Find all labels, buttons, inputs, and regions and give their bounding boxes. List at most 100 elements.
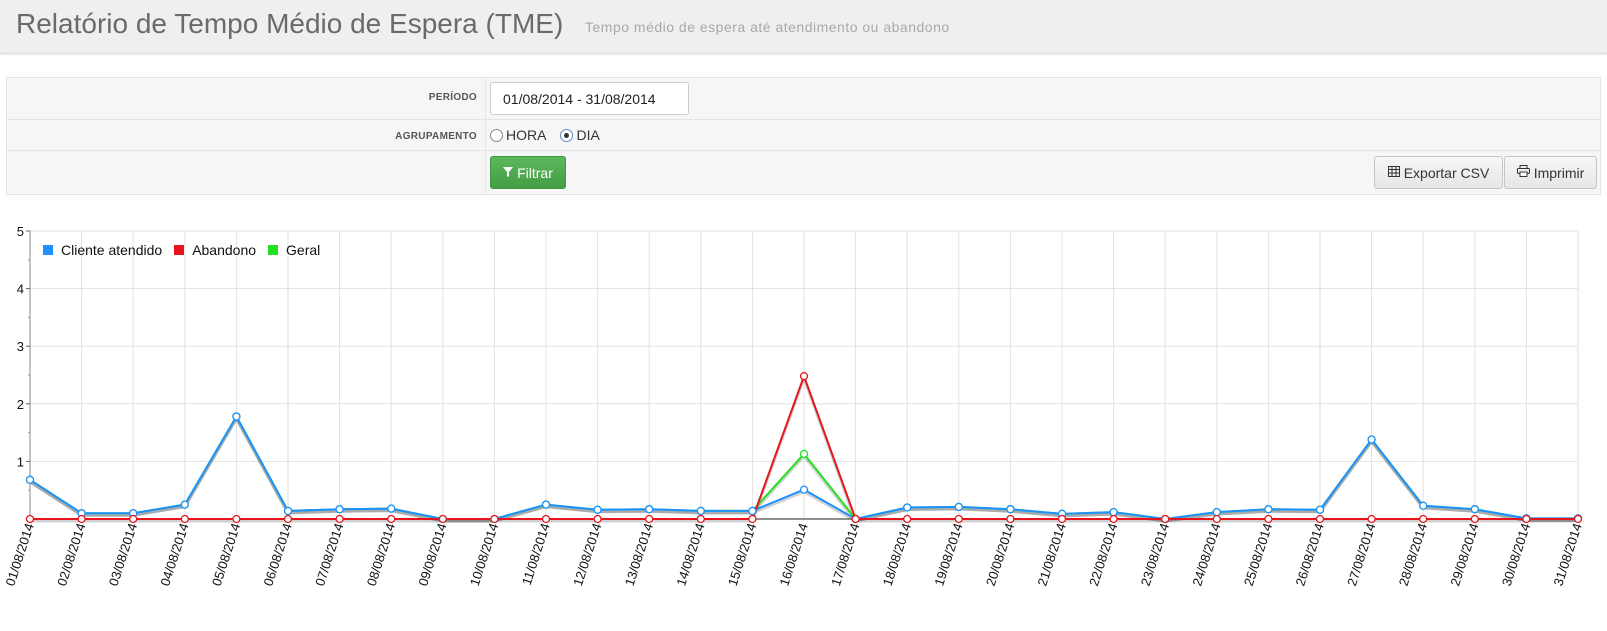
chart-legend: Cliente atendido Abandono Geral xyxy=(43,242,332,258)
page-header: Relatório de Tempo Médio de Espera (TME)… xyxy=(0,0,1607,54)
radio-hora-label[interactable]: HORA xyxy=(506,127,547,143)
data-point xyxy=(1367,435,1376,444)
data-point xyxy=(851,514,860,524)
data-point xyxy=(1212,514,1221,524)
data-point xyxy=(645,514,654,524)
legend-item-cliente-atendido[interactable]: Cliente atendido xyxy=(43,242,162,258)
x-tick-label: 03/08/2014 xyxy=(106,521,140,588)
data-point xyxy=(180,514,189,524)
x-tick-label: 15/08/2014 xyxy=(725,521,759,588)
agrupamento-radio-group: HORA DIA xyxy=(490,127,614,143)
data-point xyxy=(593,505,602,514)
data-point xyxy=(232,412,241,421)
legend-label: Abandono xyxy=(192,242,257,258)
y-tick-label: 4 xyxy=(17,282,24,297)
y-tick-label: 3 xyxy=(17,339,24,354)
x-tick-label: 02/08/2014 xyxy=(54,521,88,588)
legend-swatch-green xyxy=(268,245,279,255)
data-point xyxy=(748,506,757,516)
data-point xyxy=(748,514,757,524)
data-point xyxy=(696,506,705,516)
data-point xyxy=(490,514,499,524)
data-point xyxy=(1109,514,1118,524)
print-button[interactable]: Imprimir xyxy=(1504,156,1597,189)
radio-dia-label[interactable]: DIA xyxy=(576,127,600,143)
x-tick-label: 13/08/2014 xyxy=(622,521,656,588)
y-tick-label: 2 xyxy=(17,397,24,412)
filter-button[interactable]: Filtrar xyxy=(490,156,566,189)
printer-icon xyxy=(1516,165,1530,180)
page-title: Relatório de Tempo Médio de Espera (TME) xyxy=(16,8,564,39)
data-point xyxy=(335,505,344,514)
agrupamento-row: AGRUPAMENTO HORA DIA xyxy=(7,120,1600,151)
x-tick-label: 29/08/2014 xyxy=(1447,521,1481,588)
data-point xyxy=(799,372,809,381)
export-csv-button[interactable]: Exportar CSV xyxy=(1374,156,1503,189)
x-tick-label: 14/08/2014 xyxy=(673,521,707,588)
data-point xyxy=(1367,514,1376,524)
agrupamento-label: AGRUPAMENTO xyxy=(395,131,477,142)
x-tick-label: 07/08/2014 xyxy=(312,521,346,588)
data-point xyxy=(1006,514,1015,524)
tme-chart: 5 4 3 2 1 01/08/2014 02/08/2014 03/08/2014 04/08… xyxy=(0,212,1607,631)
data-point xyxy=(954,502,963,512)
data-point xyxy=(387,514,396,524)
data-point xyxy=(1315,514,1325,524)
data-point xyxy=(387,504,396,513)
data-point xyxy=(1470,514,1479,524)
x-tick-label: 25/08/2014 xyxy=(1241,521,1275,588)
x-tick-label: 12/08/2014 xyxy=(570,521,604,588)
legend-item-geral[interactable]: Geral xyxy=(268,242,320,258)
radio-hora[interactable] xyxy=(490,128,503,142)
filter-panel: PERÍODO 01/08/2014 - 31/08/2014 AGRUPAME… xyxy=(6,77,1601,195)
x-tick-label: 05/08/2014 xyxy=(209,521,243,588)
x-tick-label: 18/08/2014 xyxy=(880,521,914,588)
x-tick-label: 06/08/2014 xyxy=(260,521,294,588)
data-point xyxy=(1109,507,1118,517)
x-tick-label: 31/08/2014 xyxy=(1550,521,1584,588)
radio-dia[interactable] xyxy=(560,128,574,142)
export-csv-label: Exportar CSV xyxy=(1403,164,1490,181)
data-point xyxy=(1315,505,1325,514)
x-tick-label: 11/08/2014 xyxy=(519,521,553,587)
data-point xyxy=(1573,514,1583,524)
data-point xyxy=(1522,514,1531,524)
x-tick-label: 26/08/2014 xyxy=(1292,521,1326,588)
filter-button-label: Filtrar xyxy=(517,164,553,181)
chart-svg: 5 4 3 2 1 01/08/2014 02/08/2014 03/08/2014 04/08… xyxy=(2,224,1584,588)
x-tick-label: 01/08/2014 xyxy=(2,521,36,588)
data-point xyxy=(1264,514,1273,524)
y-tick-label: 1 xyxy=(17,454,24,469)
x-tick-label: 30/08/2014 xyxy=(1499,521,1533,588)
data-point xyxy=(1212,507,1221,517)
periodo-row: PERÍODO 01/08/2014 - 31/08/2014 xyxy=(7,78,1600,120)
x-tick-label: 08/08/2014 xyxy=(364,521,398,588)
data-point xyxy=(645,505,654,514)
data-point xyxy=(541,500,551,509)
x-tick-label: 21/08/2014 xyxy=(1034,521,1068,588)
x-tick-label: 04/08/2014 xyxy=(157,521,191,588)
x-tick-label: 10/08/2014 xyxy=(467,521,501,588)
data-point xyxy=(335,514,344,524)
data-point xyxy=(799,485,809,494)
data-point xyxy=(1161,514,1170,524)
data-point xyxy=(77,514,86,524)
x-tick-label: 17/08/2014 xyxy=(828,521,862,588)
periodo-date-range-input[interactable]: 01/08/2014 - 31/08/2014 xyxy=(490,82,689,115)
x-tick-label: 23/08/2014 xyxy=(1138,521,1172,588)
data-point xyxy=(25,475,35,484)
x-tick-label: 20/08/2014 xyxy=(983,521,1017,588)
actions-row: Filtrar Exportar CSV Imprimir xyxy=(7,151,1600,195)
x-tick-label: 22/08/2014 xyxy=(1086,521,1120,588)
legend-label: Cliente atendido xyxy=(61,242,163,258)
legend-item-abandono[interactable]: Abandono xyxy=(174,242,256,258)
data-point xyxy=(25,514,35,524)
data-point xyxy=(696,514,705,524)
data-point xyxy=(438,514,447,524)
periodo-label: PERÍODO xyxy=(428,92,477,103)
data-point xyxy=(180,500,189,509)
data-point xyxy=(1470,505,1479,514)
x-tick-label: 19/08/2014 xyxy=(931,521,965,588)
x-tick-label: 16/08/2014 xyxy=(776,521,810,588)
filter-icon xyxy=(503,166,514,180)
